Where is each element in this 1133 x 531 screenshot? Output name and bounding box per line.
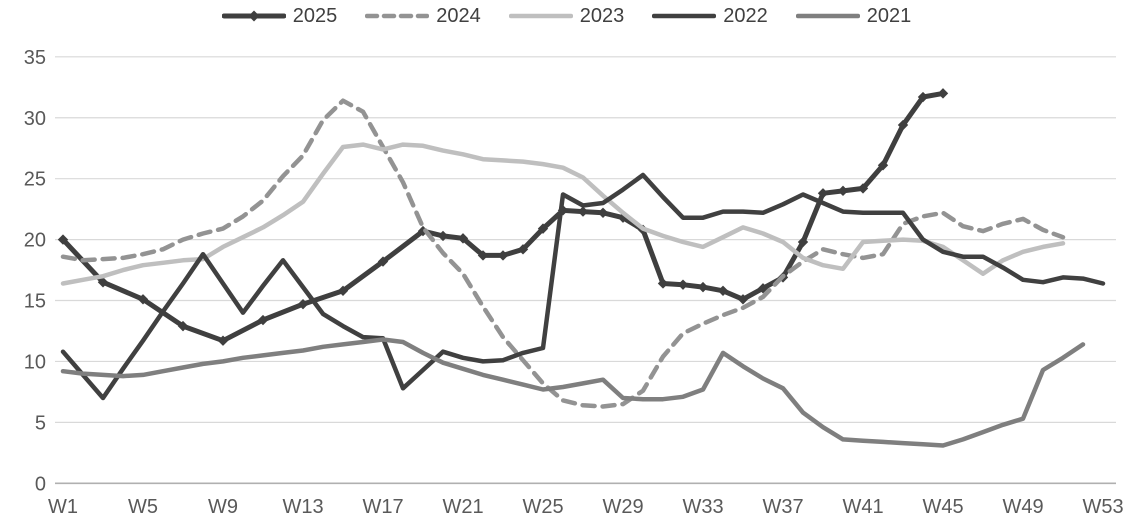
data-point-marker [417, 225, 429, 237]
legend-swatch-2024 [365, 13, 430, 19]
y-tick-label: 10 [24, 351, 46, 373]
data-point-marker [897, 119, 909, 131]
legend-label: 2022 [723, 5, 768, 27]
data-point-marker [437, 230, 449, 242]
series-line-2024 [60, 98, 1066, 409]
data-point-marker [177, 320, 189, 332]
y-tick-label: 20 [24, 230, 46, 252]
series-2023 [60, 142, 1066, 286]
data-point-marker [57, 234, 69, 245]
x-tick-label: W25 [522, 496, 563, 518]
legend-marker-diamond [248, 10, 260, 22]
data-point-marker [837, 185, 849, 197]
legend-swatch-2025 [221, 10, 286, 22]
data-point-marker [737, 294, 749, 305]
data-point-marker [697, 281, 709, 293]
y-tick-label: 5 [35, 412, 46, 434]
data-point-marker [797, 236, 809, 248]
data-point-marker [677, 279, 689, 290]
y-tick-label: 0 [35, 473, 46, 495]
data-point-marker [297, 298, 309, 310]
data-point-marker [817, 188, 829, 199]
legend-swatch-2021 [795, 13, 860, 19]
legend-swatch-2023 [508, 13, 573, 19]
legend-label: 2025 [292, 5, 338, 27]
data-point-marker [717, 285, 729, 296]
y-tick-label: 25 [24, 169, 46, 191]
data-point-marker [457, 233, 469, 244]
x-tick-label: W13 [282, 496, 323, 518]
data-point-marker [477, 250, 489, 261]
series-line-2021 [60, 337, 1086, 448]
x-tick-label: W49 [1002, 496, 1043, 518]
data-point-marker [217, 335, 229, 346]
x-tick-label: W17 [362, 496, 403, 518]
legend-label: 2021 [866, 5, 912, 27]
data-point-marker [497, 250, 509, 261]
x-tick-label: W37 [762, 496, 803, 518]
series-2022 [60, 172, 1106, 401]
data-point-marker [337, 285, 349, 296]
series-2024 [60, 98, 1066, 409]
legend-label: 2024 [436, 5, 481, 27]
data-point-marker [857, 183, 869, 194]
y-axis-tick-labels: 0 5 10 15 20 25 30 35 [24, 47, 46, 495]
series-line-2023 [60, 142, 1066, 286]
x-tick-label: W29 [602, 496, 643, 518]
data-point-marker [597, 207, 609, 218]
data-point-marker [137, 294, 149, 305]
legend-label: 2023 [579, 5, 625, 27]
y-tick-label: 35 [24, 47, 46, 69]
x-tick-label: W5 [128, 496, 158, 518]
legend-item-2025: 2025 [221, 4, 338, 28]
data-point-marker [937, 88, 949, 99]
x-tick-label: W21 [442, 496, 483, 518]
x-tick-label: W33 [682, 496, 723, 518]
data-point-marker [257, 314, 269, 326]
legend-item-2022: 2022 [652, 4, 768, 28]
legend-item-2021: 2021 [795, 4, 912, 28]
x-tick-label: W1 [48, 496, 78, 518]
series-line-2025 [60, 90, 946, 344]
data-point-marker [657, 278, 669, 289]
legend-item-2024: 2024 [365, 4, 481, 28]
chart-legend: 2025 2024 2023 2022 2021 [0, 4, 1133, 28]
series-line-2022 [60, 172, 1106, 401]
x-tick-label: W53 [1082, 496, 1123, 518]
data-point-marker [757, 283, 769, 294]
y-tick-label: 15 [24, 291, 46, 313]
data-point-marker [537, 223, 549, 234]
data-point-marker [517, 244, 529, 255]
x-tick-label: W41 [842, 496, 883, 518]
data-point-marker [97, 277, 109, 288]
y-tick-label: 30 [24, 108, 46, 130]
data-point-marker [877, 160, 889, 171]
data-point-marker [377, 256, 389, 267]
data-point-marker [917, 91, 929, 103]
x-tick-label: W9 [208, 496, 238, 518]
series-2025 [57, 88, 949, 346]
series-2021 [60, 337, 1086, 448]
legend-swatch-2022 [652, 13, 717, 19]
x-axis-tick-labels: W1 W5 W9 W13 W17 W21 W25 W29 W33 W37 W41 W45 W49 W53 [48, 496, 1124, 518]
data-point-marker [577, 206, 589, 217]
legend-item-2023: 2023 [508, 4, 625, 28]
x-tick-label: W45 [922, 496, 963, 518]
